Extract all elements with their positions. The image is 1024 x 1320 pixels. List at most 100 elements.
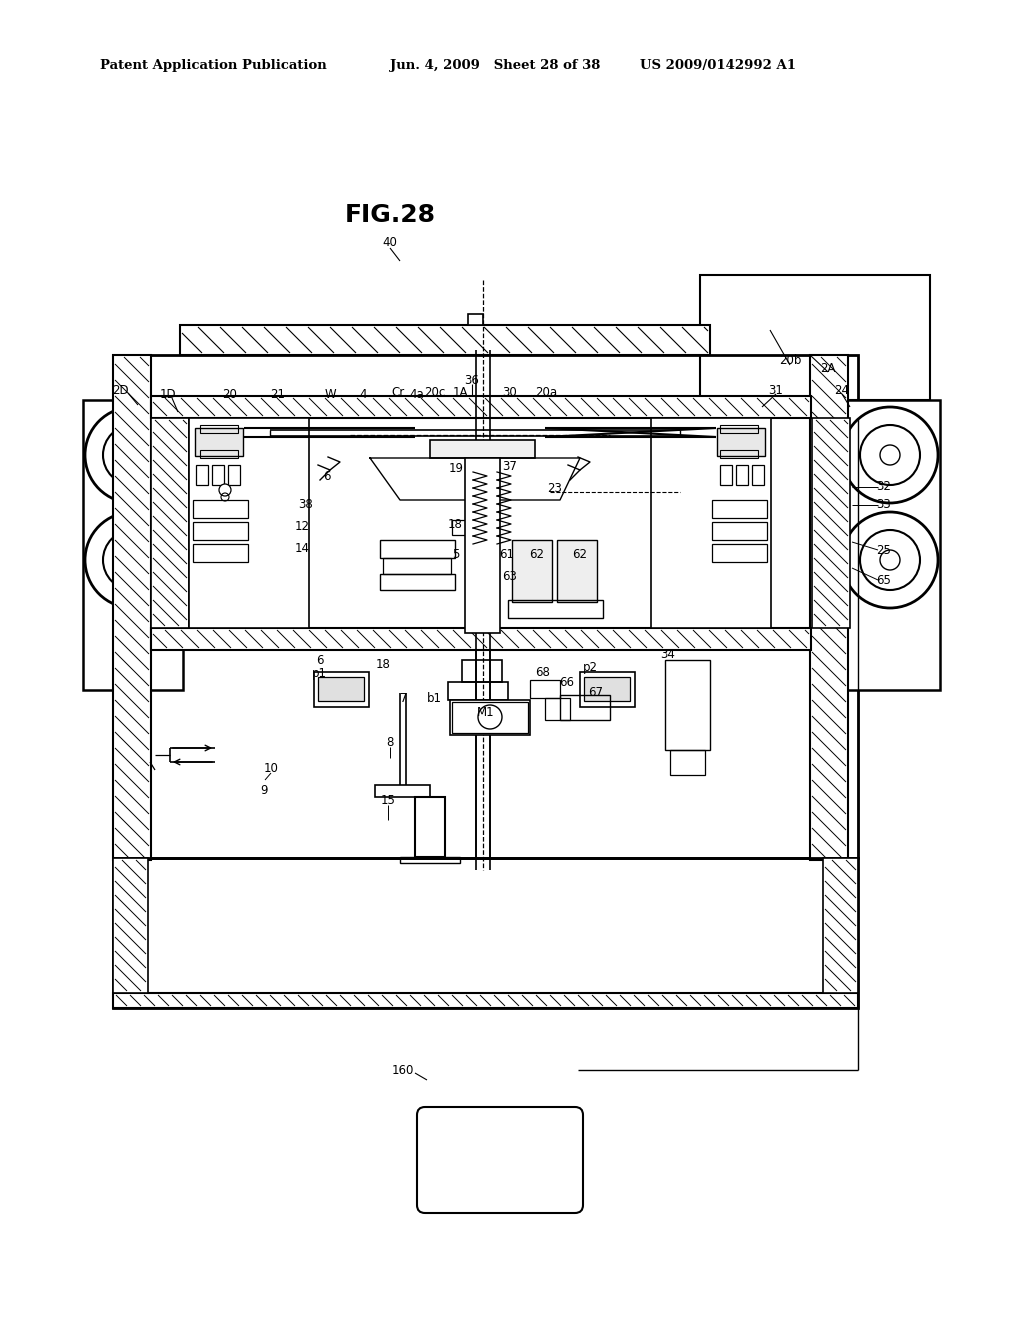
Bar: [318, 677, 364, 701]
Text: 18: 18: [376, 659, 390, 672]
Text: 36: 36: [465, 374, 479, 387]
Bar: [450, 700, 530, 735]
Bar: [113, 993, 858, 1008]
Text: 10: 10: [263, 762, 279, 775]
Text: 31: 31: [769, 384, 783, 396]
Text: 6: 6: [324, 470, 331, 483]
Circle shape: [123, 550, 143, 570]
Text: 7: 7: [400, 692, 408, 705]
Circle shape: [85, 512, 181, 609]
Text: 23: 23: [548, 482, 562, 495]
Text: 4: 4: [359, 388, 367, 401]
Bar: [545, 698, 570, 719]
Text: US 2009/0142992 A1: US 2009/0142992 A1: [640, 58, 796, 71]
Bar: [651, 418, 771, 628]
Text: 24: 24: [835, 384, 850, 396]
Circle shape: [880, 550, 900, 570]
Circle shape: [880, 445, 900, 465]
Text: p1: p1: [311, 668, 327, 681]
Bar: [212, 465, 224, 484]
Bar: [557, 540, 597, 602]
Text: 160: 160: [392, 1064, 414, 1077]
Text: 63: 63: [503, 569, 517, 582]
Bar: [180, 325, 710, 355]
Text: 20c: 20c: [424, 387, 445, 400]
Bar: [113, 858, 148, 993]
Text: Jun. 4, 2009   Sheet 28 of 38: Jun. 4, 2009 Sheet 28 of 38: [390, 58, 600, 71]
Text: 9: 9: [260, 784, 267, 796]
Bar: [83, 400, 183, 690]
Bar: [189, 418, 309, 628]
Text: 61: 61: [500, 549, 514, 561]
Text: 33: 33: [877, 499, 891, 511]
Bar: [512, 540, 552, 602]
Text: 2D: 2D: [112, 384, 128, 396]
Bar: [736, 465, 748, 484]
Text: 68: 68: [536, 667, 551, 680]
Bar: [380, 540, 455, 558]
Text: 32: 32: [877, 480, 892, 494]
Bar: [151, 418, 189, 628]
Text: FIG.28: FIG.28: [344, 203, 435, 227]
Bar: [840, 400, 940, 690]
Bar: [228, 465, 240, 484]
Circle shape: [219, 484, 231, 496]
Bar: [823, 858, 858, 993]
Text: 1A: 1A: [453, 387, 468, 400]
Circle shape: [123, 445, 143, 465]
Bar: [196, 465, 208, 484]
Text: Cr: Cr: [391, 385, 404, 399]
Bar: [712, 500, 767, 517]
Bar: [449, 682, 508, 700]
Bar: [580, 672, 635, 708]
Circle shape: [842, 512, 938, 609]
Text: 62: 62: [572, 549, 588, 561]
Bar: [584, 677, 630, 701]
Text: 34: 34: [660, 648, 676, 661]
Bar: [452, 702, 528, 733]
Text: 38: 38: [299, 499, 313, 511]
Bar: [193, 544, 248, 562]
Bar: [717, 428, 765, 455]
Bar: [465, 458, 500, 634]
Text: b1: b1: [427, 693, 441, 705]
Bar: [195, 428, 243, 455]
Text: 14: 14: [295, 541, 309, 554]
Bar: [415, 797, 445, 857]
Bar: [430, 440, 535, 458]
Bar: [752, 465, 764, 484]
Text: 15: 15: [381, 793, 395, 807]
Bar: [314, 672, 369, 708]
Bar: [670, 750, 705, 775]
Bar: [383, 558, 451, 574]
Text: 6: 6: [316, 653, 324, 667]
Text: 67: 67: [589, 685, 603, 698]
Bar: [812, 418, 850, 628]
Bar: [712, 544, 767, 562]
Text: 30: 30: [503, 387, 517, 400]
Circle shape: [85, 407, 181, 503]
Text: 20a: 20a: [535, 387, 557, 400]
Bar: [560, 696, 610, 719]
Text: 18: 18: [447, 519, 463, 532]
FancyBboxPatch shape: [417, 1107, 583, 1213]
Text: 25: 25: [877, 544, 892, 557]
Bar: [720, 465, 732, 484]
Text: 1D: 1D: [160, 388, 176, 401]
Bar: [665, 660, 710, 750]
Bar: [700, 275, 930, 400]
Circle shape: [842, 407, 938, 503]
Bar: [400, 857, 460, 863]
Bar: [530, 680, 560, 698]
Bar: [200, 450, 238, 458]
Text: M1: M1: [477, 705, 495, 718]
Text: Patent Application Publication: Patent Application Publication: [100, 58, 327, 71]
Bar: [380, 574, 455, 590]
Text: 5: 5: [453, 549, 460, 561]
Bar: [452, 520, 482, 535]
Bar: [375, 785, 430, 797]
Text: p2: p2: [583, 661, 597, 675]
Text: 2A: 2A: [820, 362, 836, 375]
Bar: [113, 355, 151, 861]
Text: 62: 62: [529, 549, 545, 561]
